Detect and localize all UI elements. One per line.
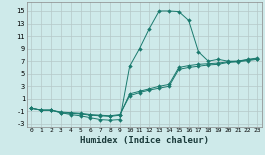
X-axis label: Humidex (Indice chaleur): Humidex (Indice chaleur) (80, 136, 209, 145)
